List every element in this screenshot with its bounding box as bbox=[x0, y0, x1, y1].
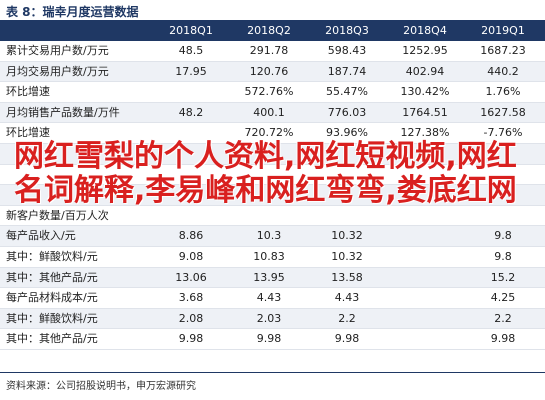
table-row: 其中：其他产品/元 9.98 9.98 9.98 9.98 bbox=[0, 329, 545, 350]
table-cell: 55.47% bbox=[326, 85, 368, 99]
row-label: 其中：其他产品/元 bbox=[6, 270, 98, 284]
table-title: 表 8：瑞幸月度运营数据 bbox=[6, 5, 139, 19]
table-cell: 1252.95 bbox=[402, 44, 448, 57]
table-row bbox=[0, 143, 545, 165]
title-divider bbox=[0, 20, 545, 21]
table-cell: -7.76% bbox=[483, 126, 523, 140]
table-row: 环比增速 720.72% 93.96% 127.38% -7.76% bbox=[0, 123, 545, 144]
row-label: 其中：鲜酸饮料/元 bbox=[6, 249, 98, 263]
source-note: 资料来源：公司招股说明书，申万宏源研究 bbox=[6, 381, 196, 392]
table-row: 其中：鲜酸饮料/元 2.08 2.03 2.2 2.2 bbox=[0, 308, 545, 330]
table-cell: 1687.23 bbox=[480, 44, 526, 57]
table-cell: 9.98 bbox=[178, 332, 204, 346]
header-col-3: 2018Q3 bbox=[325, 24, 369, 37]
table-cell: 9.08 bbox=[178, 249, 204, 263]
table-cell: 48.5 bbox=[178, 44, 204, 57]
table-body: 累计交易用户数/万元 48.5 291.78 598.43 1252.95 16… bbox=[0, 41, 545, 350]
table-row: 环比增速 572.76% 55.47% 130.42% 1.76% bbox=[0, 82, 545, 103]
table-cell: 440.2 bbox=[487, 64, 519, 78]
table-row: 累计交易用户数/万元 48.5 291.78 598.43 1252.95 16… bbox=[0, 41, 545, 62]
table-cell: 130.42% bbox=[400, 85, 450, 99]
table-row bbox=[0, 185, 545, 206]
table-cell: 2.08 bbox=[178, 311, 204, 325]
row-label: 环比增速 bbox=[6, 85, 50, 99]
table-row: 每产品收入/元 8.86 10.3 10.32 9.8 bbox=[0, 226, 545, 247]
row-label: 每产品材料成本/元 bbox=[6, 291, 98, 305]
table-cell: 9.98 bbox=[256, 332, 282, 346]
table-cell: 400.1 bbox=[253, 105, 285, 119]
overlay-caption: 网红雪梨的个人资料,网红短视频,网红名词解释,李易峰和网红弯弯,娄底红网 bbox=[14, 139, 517, 208]
table-cell: 17.95 bbox=[175, 64, 207, 78]
table-row: 其中：鲜酸饮料/元 9.08 10.83 10.32 9.8 bbox=[0, 247, 545, 268]
table-cell: 13.95 bbox=[253, 270, 285, 284]
row-label: 其中：其他产品/元 bbox=[6, 332, 98, 346]
table-cell: 10.32 bbox=[331, 249, 363, 263]
table-cell: 1627.58 bbox=[480, 105, 526, 119]
table-row: 月均交易用户数/万元 17.95 120.76 187.74 402.94 44… bbox=[0, 61, 545, 83]
table-cell: 9.98 bbox=[334, 332, 360, 346]
table-cell: 13.06 bbox=[175, 270, 207, 284]
row-label: 环比增速 bbox=[6, 126, 50, 140]
table-cell: 9.8 bbox=[494, 249, 512, 263]
table-row: 其中：其他产品/元 13.06 13.95 13.58 15.2 bbox=[0, 267, 545, 289]
header-col-4: 2018Q4 bbox=[403, 24, 447, 37]
table-cell: 10.83 bbox=[253, 249, 285, 263]
row-label: 其中：鲜酸饮料/元 bbox=[6, 311, 98, 325]
table-cell: 720.72% bbox=[244, 126, 294, 140]
header-col-2: 2018Q2 bbox=[247, 24, 291, 37]
table-cell: 776.03 bbox=[327, 105, 367, 119]
table-cell: 120.76 bbox=[249, 64, 289, 78]
table-cell: 1764.51 bbox=[402, 105, 448, 119]
table-cell: 402.94 bbox=[405, 64, 445, 78]
table-cell: 2.2 bbox=[494, 311, 512, 325]
table-cell: 48.2 bbox=[178, 105, 204, 119]
table-cell: 15.2 bbox=[490, 270, 516, 284]
bottom-divider bbox=[0, 372, 545, 373]
row-label: 累计交易用户数/万元 bbox=[6, 44, 109, 57]
table-cell: 3.68 bbox=[178, 291, 204, 305]
header-col-5: 2019Q1 bbox=[481, 24, 525, 37]
row-label: 新客户数量/百万人次 bbox=[6, 208, 109, 222]
table-cell: 8.86 bbox=[178, 229, 204, 243]
table-row: 新客户数量/百万人次 bbox=[0, 206, 545, 227]
table-cell: 291.78 bbox=[249, 44, 289, 57]
table-row: 每产品材料成本/元 3.68 4.43 4.43 4.25 bbox=[0, 288, 545, 309]
table-cell: 1.76% bbox=[485, 85, 521, 99]
table-row: 月均销售产品数量/万件 48.2 400.1 776.03 1764.51 16… bbox=[0, 102, 545, 124]
table-cell: 187.74 bbox=[327, 64, 367, 78]
table-cell: 2.03 bbox=[256, 311, 282, 325]
row-label: 每产品收入/元 bbox=[6, 229, 76, 243]
table-cell: 572.76% bbox=[244, 85, 294, 99]
table-cell: 598.43 bbox=[327, 44, 367, 57]
table-row bbox=[0, 165, 545, 186]
table-cell: 4.43 bbox=[334, 291, 360, 305]
table-cell: 2.2 bbox=[338, 311, 356, 325]
header-col-1: 2018Q1 bbox=[169, 24, 213, 37]
table-cell: 127.38% bbox=[400, 126, 450, 140]
row-label: 月均交易用户数/万元 bbox=[6, 64, 109, 78]
row-label: 月均销售产品数量/万件 bbox=[6, 105, 120, 119]
table-cell: 10.32 bbox=[331, 229, 363, 243]
table-cell: 9.8 bbox=[494, 229, 512, 243]
table-cell: 10.3 bbox=[256, 229, 282, 243]
table-cell: 9.98 bbox=[490, 332, 516, 346]
table-cell: 4.43 bbox=[256, 291, 282, 305]
table-cell: 93.96% bbox=[326, 126, 368, 140]
table-header: 2018Q1 2018Q2 2018Q3 2018Q4 2019Q1 bbox=[0, 21, 545, 41]
table-cell: 13.58 bbox=[331, 270, 363, 284]
table-cell: 4.25 bbox=[490, 291, 516, 305]
